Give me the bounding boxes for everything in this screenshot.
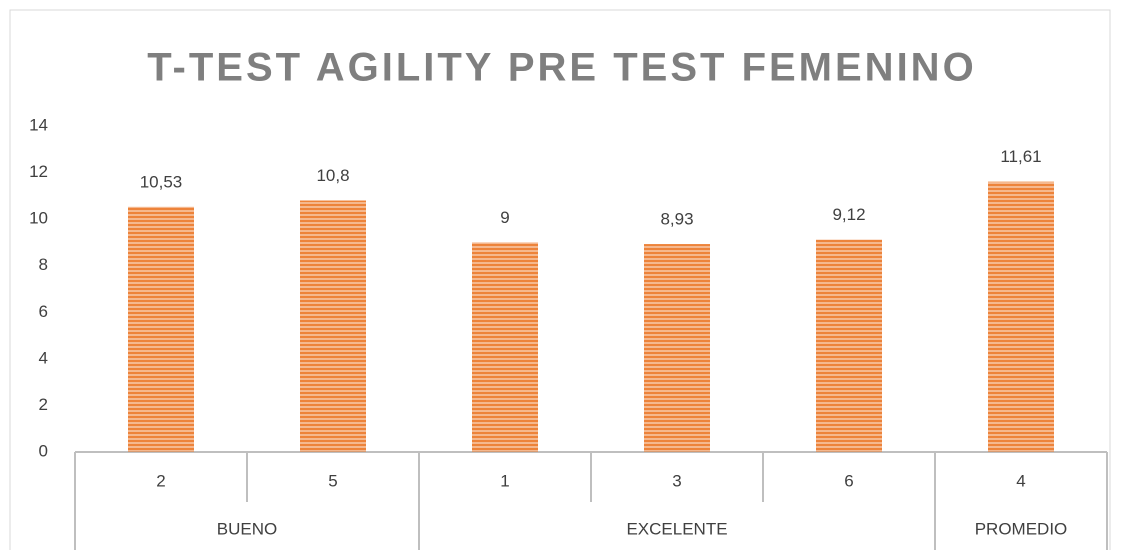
bar (472, 242, 538, 452)
x-tick-label: 2 (156, 471, 165, 490)
x-tick-label: 5 (328, 471, 337, 490)
y-tick-label: 10 (29, 209, 48, 228)
bar (644, 244, 710, 452)
chart-title: T-TEST AGILITY PRE TEST FEMENINO (147, 46, 976, 90)
group-label: PROMEDIO (975, 519, 1068, 538)
y-tick-label: 0 (39, 441, 48, 460)
x-tick-label: 3 (672, 471, 681, 490)
bar (300, 200, 366, 452)
bar (988, 181, 1054, 452)
bar (128, 206, 194, 452)
data-label: 11,61 (1000, 147, 1041, 166)
data-label: 9 (500, 208, 509, 227)
group-label: BUENO (217, 519, 277, 538)
x-tick-label: 4 (1016, 471, 1025, 490)
data-label: 8,93 (660, 210, 693, 229)
data-label: 9,12 (832, 205, 865, 224)
data-label: 10,8 (316, 166, 349, 185)
y-tick-label: 8 (39, 255, 48, 274)
y-tick-label: 6 (39, 302, 48, 321)
y-tick-label: 2 (39, 395, 48, 414)
x-tick-label: 1 (500, 471, 509, 490)
y-tick-label: 12 (29, 162, 48, 181)
y-tick-label: 14 (29, 115, 48, 134)
x-tick-label: 6 (844, 471, 853, 490)
data-label: 10,53 (140, 172, 183, 191)
group-label: EXCELENTE (626, 519, 727, 538)
y-tick-label: 4 (39, 348, 48, 367)
bar (816, 239, 882, 452)
